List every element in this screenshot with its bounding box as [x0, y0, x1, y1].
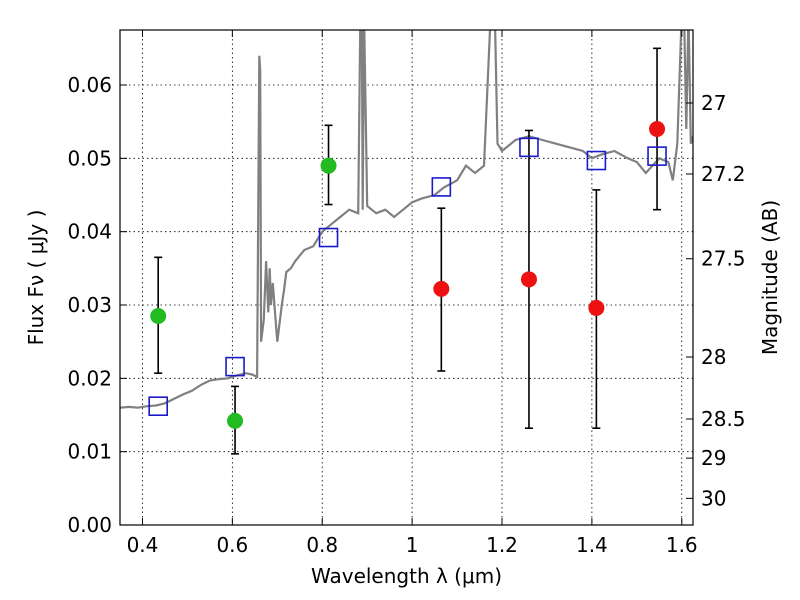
x-tick-label: 1.4 — [576, 533, 608, 557]
y-tick-label: 0.05 — [67, 146, 112, 170]
x-tick-label: 0.8 — [306, 533, 338, 557]
red-data-point — [649, 121, 666, 137]
y2-tick-label: 29 — [701, 446, 726, 470]
model-box — [519, 137, 539, 158]
model-box — [225, 356, 245, 377]
y-tick-label: 0.04 — [67, 220, 112, 244]
y-tick-label: 0.02 — [67, 366, 112, 390]
y2-tick-label: 28.5 — [701, 407, 746, 431]
model-box — [647, 146, 667, 166]
x-tick-label: 1 — [406, 533, 419, 557]
x-tick-label: 0.6 — [216, 533, 248, 557]
model-box — [586, 150, 607, 171]
x-tick-label: 1.6 — [666, 533, 698, 557]
model-box — [431, 177, 452, 197]
x-tick-label: 0.4 — [127, 533, 159, 557]
green-data-point — [150, 308, 167, 324]
green-data-point — [320, 157, 337, 174]
y2-tick-label: 30 — [701, 486, 726, 510]
grid-lines — [120, 30, 693, 526]
x-tick-label: 1.2 — [486, 533, 518, 557]
green-data-point — [227, 412, 244, 429]
red-data-point — [588, 299, 605, 316]
y2-tick-label: 27.5 — [701, 247, 746, 271]
axis-ticks: 0.4 0.6 0.8 1 1.2 1.4 1.6 0.00 0.01 0.02 0.03 0.04 0… — [67, 30, 746, 557]
y2-axis-title: Magnitude (AB) — [758, 200, 782, 355]
model-box — [318, 227, 339, 248]
y-tick-label: 0.03 — [67, 293, 112, 317]
data-points-layer — [148, 121, 667, 429]
errorbars-layer — [154, 47, 662, 455]
y2-tick-label: 28 — [701, 345, 726, 369]
red-data-point — [433, 280, 450, 297]
sed-model-layer — [120, 30, 693, 409]
model-box — [148, 396, 168, 417]
red-data-point — [520, 271, 537, 288]
y-tick-label: 0.01 — [67, 440, 112, 464]
y-tick-label: 0.06 — [67, 73, 112, 97]
sed-model-line — [120, 30, 693, 409]
y-tick-label: 0.00 — [67, 513, 112, 537]
y2-tick-label: 27.2 — [701, 162, 746, 186]
y-axis-title: Flux Fν ( μJy ) — [24, 210, 48, 346]
plot-frame — [119, 29, 694, 526]
x-axis-title: Wavelength λ (μm) — [311, 564, 502, 588]
y2-tick-label: 27 — [701, 91, 726, 115]
